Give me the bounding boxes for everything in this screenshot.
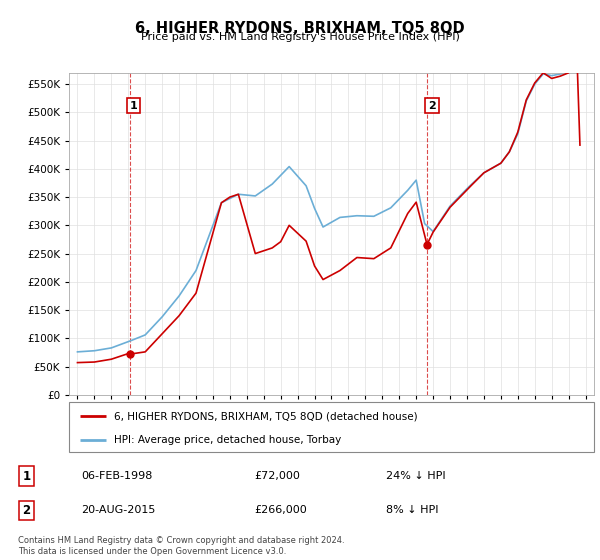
Text: 6, HIGHER RYDONS, BRIXHAM, TQ5 8QD (detached house): 6, HIGHER RYDONS, BRIXHAM, TQ5 8QD (deta… xyxy=(113,411,417,421)
Text: 1: 1 xyxy=(22,470,31,483)
Text: 2: 2 xyxy=(22,504,31,517)
Text: 24% ↓ HPI: 24% ↓ HPI xyxy=(386,472,446,481)
Text: Contains HM Land Registry data © Crown copyright and database right 2024.
This d: Contains HM Land Registry data © Crown c… xyxy=(18,536,344,556)
Text: £266,000: £266,000 xyxy=(254,506,307,515)
Text: 1: 1 xyxy=(130,101,137,110)
Point xyxy=(125,349,134,358)
Text: HPI: Average price, detached house, Torbay: HPI: Average price, detached house, Torb… xyxy=(113,435,341,445)
Text: 6, HIGHER RYDONS, BRIXHAM, TQ5 8QD: 6, HIGHER RYDONS, BRIXHAM, TQ5 8QD xyxy=(135,21,465,36)
Text: Price paid vs. HM Land Registry's House Price Index (HPI): Price paid vs. HM Land Registry's House … xyxy=(140,32,460,43)
Text: 06-FEB-1998: 06-FEB-1998 xyxy=(81,472,152,481)
FancyBboxPatch shape xyxy=(69,402,594,452)
Text: £72,000: £72,000 xyxy=(254,472,300,481)
Text: 2: 2 xyxy=(428,101,436,110)
Text: 20-AUG-2015: 20-AUG-2015 xyxy=(81,506,155,515)
Text: 8% ↓ HPI: 8% ↓ HPI xyxy=(386,506,439,515)
Point xyxy=(422,240,432,249)
